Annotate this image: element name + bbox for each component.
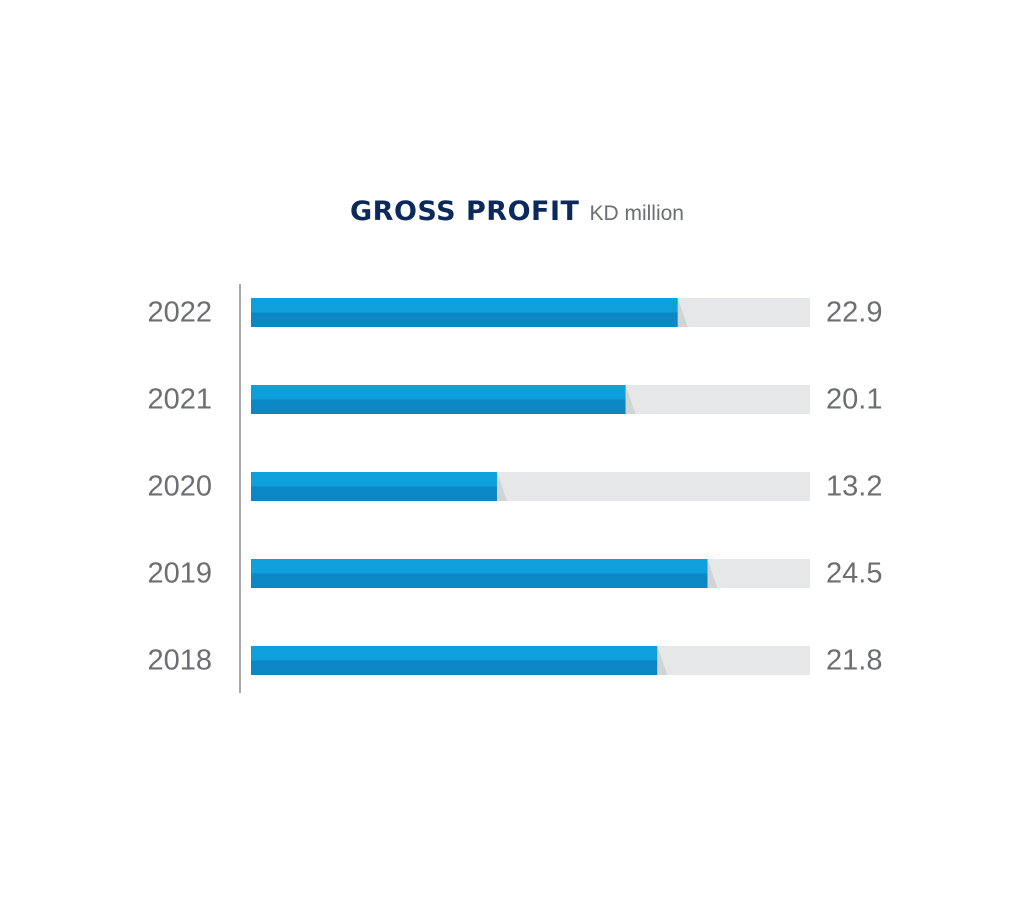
value-label: 20.1 [826,384,882,416]
bar-bottom [251,486,497,501]
bar-top [251,298,678,313]
chart-unit: KD million [589,202,684,225]
bar-shadow [625,385,636,414]
chart-title-row: GROSS PROFIT KD million [0,196,1034,227]
category-label: 2020 [147,471,212,503]
value-label: 13.2 [826,471,882,503]
bar-top [251,385,626,400]
bar-top [251,559,708,574]
bar-bottom [251,399,626,414]
category-label: 2019 [147,558,212,590]
bar-shadow [657,646,668,675]
value-label: 24.5 [826,558,882,590]
bar-top [251,472,497,487]
bar-bottom [251,660,658,675]
category-label: 2021 [147,384,212,416]
bar-shadow [496,472,507,501]
bar-bottom [251,312,678,327]
bar-shadow [707,559,718,588]
bar-bottom [251,573,708,588]
category-label: 2022 [147,297,212,329]
bar-shadow [677,298,688,327]
chart-title: GROSS PROFIT [350,196,580,227]
value-label: 22.9 [826,297,882,329]
bar-top [251,646,658,661]
value-label: 21.8 [826,645,882,677]
category-label: 2018 [147,645,212,677]
